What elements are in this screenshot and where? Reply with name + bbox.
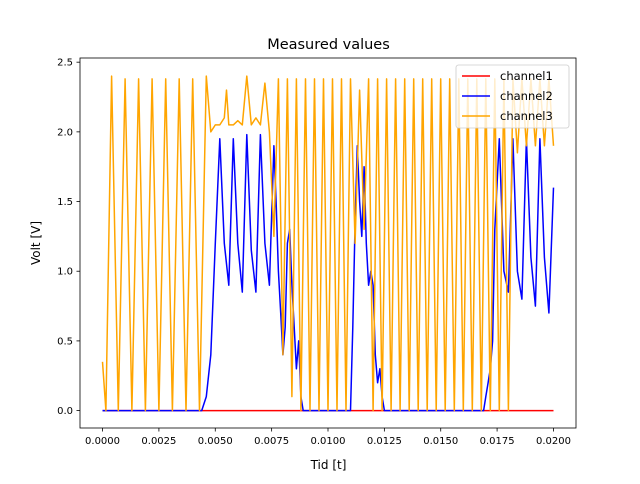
- x-tick-label: 0.0200: [536, 436, 571, 447]
- chart-title: Measured values: [267, 37, 390, 53]
- y-tick-label: 2.0: [57, 127, 73, 138]
- y-tick-label: 2.5: [57, 58, 73, 69]
- y-tick-label: 0.5: [57, 336, 73, 347]
- legend-label-channel1: channel1: [500, 69, 553, 83]
- y-axis-label: Volt [V]: [29, 221, 43, 265]
- x-axis-label: Tid [t]: [310, 458, 347, 472]
- x-tick-label: 0.0125: [367, 436, 402, 447]
- x-tick-label: 0.0050: [198, 436, 233, 447]
- x-tick-label: 0.0000: [85, 436, 120, 447]
- y-tick-label: 1.5: [57, 197, 73, 208]
- tick-layer: 0.0000 0.0025 0.0050 0.0075 0.0100 0.0125 0.01…: [57, 58, 571, 447]
- x-tick-label: 0.0175: [480, 436, 515, 447]
- y-tick-label: 0.0: [57, 406, 73, 417]
- legend-box: [455, 64, 570, 129]
- y-tick-label: 1.0: [57, 267, 73, 278]
- legend-label-channel2: channel2: [500, 89, 553, 103]
- x-tick-label: 0.0075: [254, 436, 289, 447]
- x-tick-label: 0.0150: [423, 436, 458, 447]
- legend: channel1 channel2 channel3: [455, 64, 570, 129]
- x-tick-label: 0.0100: [311, 436, 346, 447]
- plot-frame: [79, 57, 577, 429]
- series-line-channel3: [101, 75, 555, 412]
- x-tick-label: 0.0025: [141, 436, 176, 447]
- series-layer: [101, 75, 555, 412]
- legend-label-channel3: channel3: [500, 109, 553, 123]
